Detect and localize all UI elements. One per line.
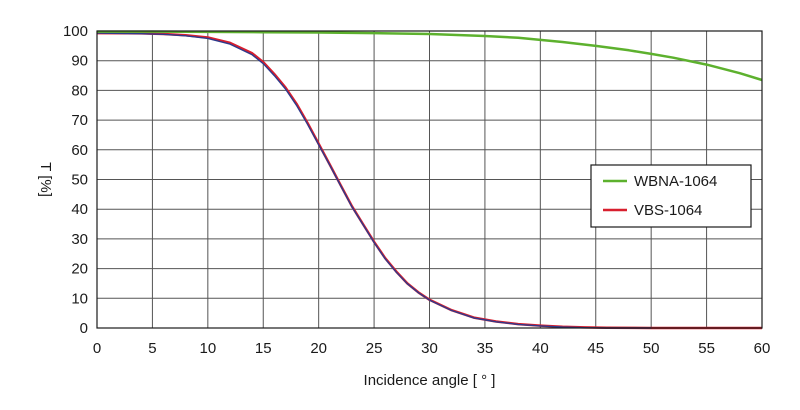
y-tick-label: 20: [71, 261, 88, 278]
x-tick-label: 20: [310, 340, 327, 357]
y-tick-label: 80: [71, 82, 88, 99]
y-tick-labels: 0 10 20 30 40 50 60 70 80 90 100: [63, 23, 88, 337]
series-line-overlay: [96, 32, 652, 329]
legend-label-vbs-1064: VBS-1064: [634, 202, 702, 219]
plot-lines: [96, 30, 763, 330]
x-tick-labels: 0 5 10 15 20 25 30 35 40 45 50 55 60: [93, 340, 771, 357]
y-axis-label: T [%]: [37, 162, 54, 197]
y-tick-label: 10: [71, 290, 88, 307]
legend-label-wbna-1064: WBNA-1064: [634, 173, 717, 190]
legend: WBNA-1064 VBS-1064: [590, 164, 752, 228]
x-tick-label: 25: [366, 340, 383, 357]
x-tick-label: 15: [255, 340, 272, 357]
y-tick-label: 60: [71, 142, 88, 159]
x-tick-label: 40: [532, 340, 549, 357]
x-tick-label: 30: [421, 340, 438, 357]
series-line-wbna-1064: [97, 30, 763, 82]
legend-box: [590, 164, 752, 228]
y-tick-label: 100: [63, 23, 88, 40]
x-axis-label: Incidence angle [ ° ]: [364, 372, 496, 389]
x-tick-label: 10: [199, 340, 216, 357]
y-tick-label: 70: [71, 112, 88, 129]
x-tick-label: 45: [587, 340, 604, 357]
x-tick-label: 0: [93, 340, 101, 357]
x-tick-label: 35: [477, 340, 494, 357]
y-tick-label: 30: [71, 231, 88, 248]
plot-frame: [96, 30, 763, 329]
x-tick-label: 50: [643, 340, 660, 357]
x-tick-label: 55: [698, 340, 715, 357]
y-tick-label: 40: [71, 201, 88, 218]
y-tick-label: 90: [71, 53, 88, 70]
y-tick-label: 0: [80, 320, 88, 337]
y-tick-label: 50: [71, 172, 88, 189]
x-tick-label: 60: [754, 340, 771, 357]
x-tick-label: 5: [148, 340, 156, 357]
